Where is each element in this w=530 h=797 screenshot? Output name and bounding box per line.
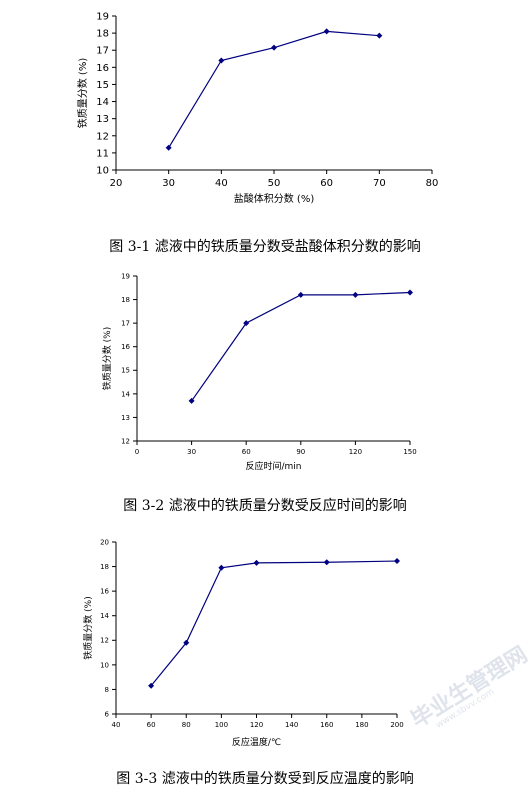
y-tick-label: 16: [100, 588, 109, 596]
data-point: [183, 639, 190, 646]
y-tick-label: 12: [96, 131, 109, 142]
caption-chart-3: 图 3-3 滤液中的铁质量分数受到反应温度的影响: [116, 771, 414, 787]
caption-chart-2: 图 3-2 滤液中的铁质量分数受反应时间的影响: [123, 498, 407, 514]
x-tick-label: 40: [112, 721, 121, 729]
data-point: [148, 682, 155, 689]
data-point: [323, 559, 330, 566]
x-tick-label: 0: [135, 448, 139, 456]
y-tick-label: 14: [121, 390, 130, 398]
x-axis-label: 反应时间/min: [245, 460, 301, 472]
y-tick-label: 18: [121, 296, 130, 304]
y-tick-label: 13: [121, 414, 130, 422]
data-point: [297, 291, 304, 298]
y-tick-label: 13: [96, 114, 109, 125]
x-tick-label: 150: [403, 448, 416, 456]
data-point: [188, 397, 195, 404]
x-tick-label: 60: [320, 178, 333, 189]
y-tick-label: 20: [100, 538, 109, 546]
y-tick-label: 17: [96, 46, 109, 57]
data-point: [352, 291, 359, 298]
x-tick-label: 160: [320, 721, 333, 729]
x-tick-label: 140: [285, 721, 298, 729]
data-point: [218, 57, 225, 64]
y-tick-label: 11: [96, 148, 109, 159]
x-tick-label: 70: [373, 178, 386, 189]
data-point: [253, 559, 260, 566]
data-point: [271, 44, 277, 51]
y-tick-label: 15: [121, 367, 130, 375]
data-point: [394, 558, 400, 565]
y-axis-label: 铁质量分数 (%): [76, 58, 89, 129]
y-tick-label: 14: [100, 612, 109, 620]
x-axis-label: 反应温度/℃: [232, 736, 281, 748]
series-line: [191, 291, 411, 402]
data-point: [323, 28, 330, 35]
x-tick-label: 80: [426, 178, 439, 189]
y-axis-label: 铁质量分数 (%): [82, 596, 94, 659]
y-tick-label: 12: [121, 437, 130, 445]
data-point: [407, 289, 413, 296]
x-tick-label: 200: [390, 721, 403, 729]
x-tick-label: 120: [349, 448, 362, 456]
y-tick-label: 14: [96, 97, 109, 108]
data-point: [165, 144, 172, 151]
x-tick-label: 120: [250, 721, 263, 729]
x-tick-label: 40: [215, 178, 228, 189]
x-tick-label: 20: [110, 178, 123, 189]
caption-chart-1: 图 3-1 滤液中的铁质量分数受盐酸体积分数的影响: [109, 239, 421, 255]
x-tick-label: 60: [242, 448, 251, 456]
y-tick-label: 18: [100, 563, 109, 571]
y-tick-label: 19: [96, 12, 109, 23]
y-axis-label: 铁质量分数 (%): [101, 327, 113, 390]
y-tick-label: 10: [96, 166, 109, 177]
y-tick-label: 6: [105, 710, 110, 718]
x-tick-label: 60: [147, 721, 156, 729]
chart-acid-volume: 20 30 40 50 60 70 80 10 11 12 13 14 15 16 17 18 19 盐酸体积分数…: [76, 12, 439, 206]
y-tick-label: 17: [121, 320, 130, 328]
chart-reaction-temperature: 40 60 80 100 120 140 160 180 200 6 8 10 12 14 16 18 20 反应…: [82, 538, 404, 748]
x-axis-label: 盐酸体积分数 (%): [234, 192, 315, 205]
x-tick-label: 80: [182, 721, 191, 729]
x-tick-label: 30: [162, 178, 175, 189]
y-tick-label: 16: [96, 63, 109, 74]
data-point: [243, 320, 250, 327]
x-tick-label: 100: [215, 721, 228, 729]
x-tick-label: 180: [355, 721, 368, 729]
chart-reaction-time: 0 30 60 90 120 150 12 13 14 15 16 17 18 19 反应时间/min 铁质量…: [101, 272, 417, 472]
x-tick-label: 30: [187, 448, 196, 456]
data-point: [376, 32, 383, 39]
x-tick-label: 50: [268, 178, 281, 189]
series-line: [150, 560, 398, 687]
y-tick-label: 12: [100, 637, 109, 645]
y-tick-label: 16: [121, 343, 130, 351]
data-point: [218, 564, 225, 571]
y-tick-label: 15: [96, 80, 109, 91]
y-tick-label: 19: [121, 272, 130, 280]
y-tick-label: 10: [100, 661, 109, 669]
y-tick-label: 8: [105, 686, 109, 694]
y-tick-label: 18: [96, 29, 109, 40]
x-tick-label: 90: [296, 448, 305, 456]
